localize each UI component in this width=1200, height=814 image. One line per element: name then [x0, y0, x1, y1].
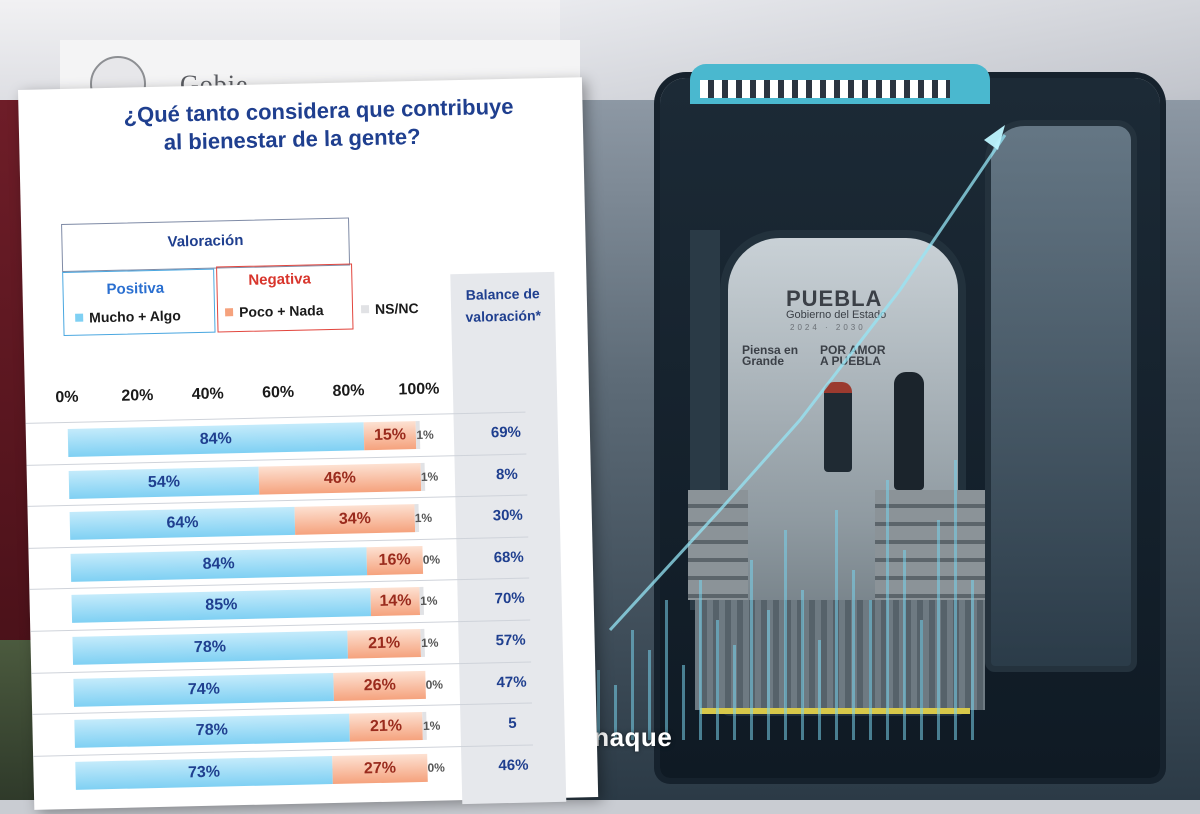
legend-item-negative: Poco + Nada [225, 302, 324, 320]
value-label-ns: 1% [420, 469, 439, 484]
balance-header-line: Balance de [465, 285, 540, 303]
value-label-negative: 21% [367, 634, 401, 653]
value-label-balance: 5 [508, 715, 517, 733]
decorative-bar [597, 670, 600, 740]
value-label-negative: 34% [338, 510, 372, 529]
row-separator [25, 411, 526, 424]
cabin-floor [695, 600, 985, 710]
balance-header: Balance de valoración* [451, 282, 556, 328]
legend-swatch-positive [75, 313, 84, 322]
decorative-bar [920, 620, 923, 740]
puebla-sign-years: 2024 · 2030 [790, 323, 866, 332]
cabin-bench [875, 490, 985, 600]
value-label-ns: 1% [414, 510, 433, 526]
value-label-ns: 1% [420, 594, 438, 609]
value-label-positive: 78% [195, 721, 229, 740]
legend-item-label: NS/NC [374, 299, 419, 317]
x-axis-ticks: 0% 20% 40% 60% 80% 100% [25, 380, 465, 414]
value-label-ns: 1% [422, 718, 441, 734]
value-label-positive: 78% [193, 638, 227, 657]
value-label-balance: 30% [492, 506, 523, 525]
value-label-negative: 27% [363, 759, 397, 778]
balance-header-line: valoración* [465, 307, 542, 325]
decorative-bar [801, 590, 804, 740]
legend-positive-box [62, 268, 216, 337]
legend-positive-label: Positiva [106, 279, 165, 299]
decorative-bar [665, 600, 668, 740]
slogan-left: Piensa en Grande [742, 343, 799, 368]
value-label-balance: 69% [490, 423, 522, 442]
decorative-bars-overlay [580, 440, 1000, 740]
value-label-positive: 54% [147, 473, 181, 491]
value-label-negative: 26% [363, 676, 397, 694]
decorative-bar [886, 480, 889, 740]
value-label-balance: 68% [493, 548, 524, 567]
value-label-ns: 1% [420, 635, 439, 650]
legend-swatch-ns [360, 305, 370, 314]
value-label-negative: 21% [369, 717, 403, 736]
x-tick-label: 20% [121, 387, 154, 405]
person-figure [894, 372, 924, 490]
legend-item-ns: NS/NC [360, 299, 419, 317]
decorative-bar [954, 460, 957, 740]
puebla-sign-title: PUEBLA [786, 286, 883, 311]
value-label-balance: 57% [495, 631, 526, 650]
decorative-bar [733, 645, 736, 740]
cabin-roof-vent [700, 80, 950, 98]
x-tick-label: 80% [332, 382, 365, 400]
value-label-balance: 70% [494, 590, 525, 608]
x-tick-label: 100% [398, 380, 440, 399]
decorative-bar [682, 665, 685, 740]
decorative-bar [784, 530, 787, 740]
value-label-positive: 73% [187, 763, 221, 782]
chart-title: ¿Qué tanto considera que contribuye al b… [18, 91, 579, 160]
value-label-negative: 14% [379, 592, 412, 611]
value-label-negative: 16% [378, 551, 411, 569]
value-label-ns: 1% [416, 427, 434, 443]
value-label-balance: 46% [498, 756, 529, 775]
value-label-positive: 74% [187, 680, 221, 698]
decorative-bar [937, 520, 940, 740]
cabin-window [985, 120, 1137, 672]
decorative-bar [903, 550, 906, 740]
x-tick-label: 0% [55, 388, 79, 407]
value-label-negative: 46% [323, 469, 357, 487]
cabin-bench [688, 490, 748, 600]
x-tick-label: 60% [261, 383, 295, 402]
decorative-bar [614, 685, 617, 740]
decorative-bar [631, 630, 634, 740]
legend-swatch-negative [225, 308, 234, 317]
decorative-bar [716, 620, 719, 740]
value-label-positive: 85% [205, 596, 238, 615]
value-label-positive: 84% [202, 555, 235, 573]
value-label-negative: 15% [373, 426, 407, 445]
legend-item-positive: Mucho + Algo [75, 307, 181, 325]
decorative-bar [699, 580, 702, 740]
decorative-bar [835, 510, 838, 740]
legend-item-label: Mucho + Algo [88, 307, 181, 326]
value-label-balance: 47% [496, 673, 527, 691]
value-label-positive: 64% [166, 514, 199, 532]
person-figure [824, 382, 852, 472]
value-label-balance: 8% [495, 465, 518, 483]
value-label-ns: 0% [422, 552, 441, 567]
legend-item-label: Poco + Nada [238, 302, 324, 321]
decorative-bar [767, 610, 770, 740]
decorative-bar [750, 560, 753, 740]
value-label-ns: 0% [427, 760, 445, 775]
value-label-positive: 84% [199, 430, 233, 448]
x-tick-label: 40% [191, 385, 224, 404]
chart-card: ¿Qué tanto considera que contribuye al b… [18, 77, 599, 810]
decorative-bar [869, 600, 872, 740]
puebla-sign-subtitle: Gobierno del Estado [786, 309, 887, 321]
legend-negative-label: Negativa [248, 270, 312, 289]
decorative-bar [971, 580, 974, 740]
decorative-bar [648, 650, 651, 740]
trend-arrow-icon [608, 125, 1007, 632]
legend: Valoración Positiva Negativa Mucho + Alg… [61, 217, 419, 355]
value-label-ns: 0% [425, 677, 444, 692]
decorative-bar [818, 640, 821, 740]
decorative-bar [852, 570, 855, 740]
